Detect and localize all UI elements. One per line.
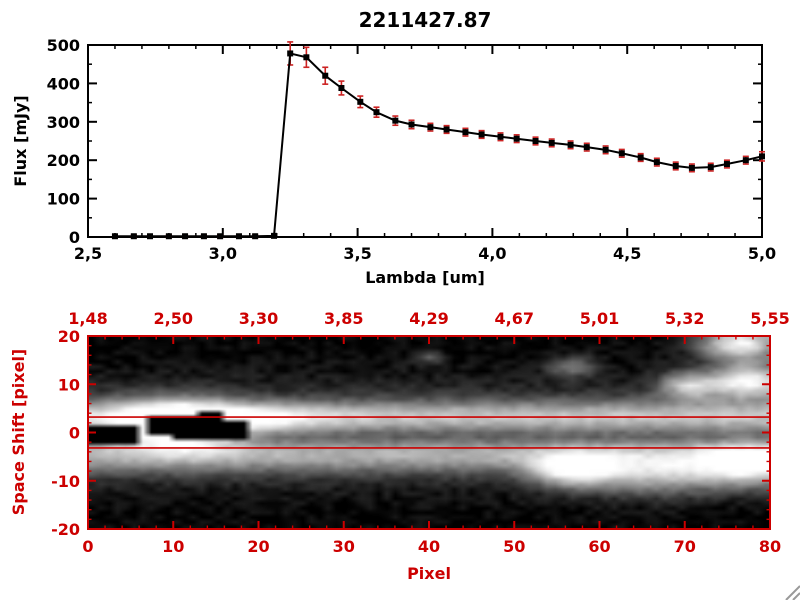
x-axis-label: Lambda [um] (365, 268, 485, 287)
spectral-image (88, 336, 770, 529)
data-point (513, 135, 520, 142)
data-point (653, 159, 660, 166)
wavelength-label: 3,85 (324, 309, 363, 328)
data-point (322, 72, 329, 79)
data-point (392, 117, 399, 124)
data-point (462, 129, 469, 136)
data-point (303, 54, 310, 61)
tick-label: 5,0 (748, 244, 776, 263)
tick-label: 200 (47, 151, 80, 170)
data-point (111, 233, 118, 240)
wavelength-label: 3,30 (239, 309, 278, 328)
tick-label: 20 (58, 327, 80, 346)
data-point (618, 150, 625, 157)
x-axis-label: Pixel (407, 564, 451, 583)
wavelength-label: 1,48 (68, 309, 107, 328)
tick-label: 400 (47, 74, 80, 93)
data-point (497, 133, 504, 140)
wavelength-label: 5,32 (665, 309, 704, 328)
tick-label: 3,0 (209, 244, 237, 263)
y-axis-label: Flux [mJy] (11, 95, 30, 186)
tick-label: 0 (69, 424, 80, 443)
spectrum-plot: 2,5 3,0 3,5 4,0 4,5 5,0 Lambda [um] 0 100 200 300 4… (11, 36, 776, 287)
gripper-line (785, 585, 800, 600)
y-axis-label: Space Shift [pixel] (9, 349, 28, 515)
tick-label: 50 (503, 537, 525, 556)
data-point (182, 233, 189, 240)
tick-label: 100 (47, 190, 80, 209)
data-point (373, 109, 380, 116)
data-point (147, 233, 154, 240)
data-point (602, 146, 609, 153)
tick-label: 0 (69, 228, 80, 247)
wavelength-label: 2,50 (154, 309, 193, 328)
data-point (672, 162, 679, 169)
wavelength-label: 5,01 (580, 309, 619, 328)
data-point (742, 157, 749, 164)
tick-label: 4,5 (613, 244, 641, 263)
wavelength-label: 4,67 (495, 309, 534, 328)
data-point (200, 233, 207, 240)
tick-label: 4,0 (478, 244, 506, 263)
data-point (532, 138, 539, 144)
data-point (217, 233, 224, 240)
tick-label: 10 (58, 375, 80, 394)
data-point (723, 161, 730, 168)
data-point (130, 233, 137, 240)
tick-label: 0 (82, 537, 93, 556)
wavelength-label: 5,55 (750, 309, 789, 328)
data-point (165, 233, 172, 240)
tick-label: 300 (47, 113, 80, 132)
data-point (478, 131, 485, 138)
data-point (707, 164, 714, 171)
data-point (637, 154, 644, 161)
data-point (759, 153, 765, 160)
data-point (271, 232, 278, 239)
tick-label: 500 (47, 36, 80, 55)
tick-label: 40 (418, 537, 440, 556)
tick-label: 30 (333, 537, 355, 556)
spectrum-title: 2211427.87 (358, 8, 492, 32)
tick-label: 10 (162, 537, 184, 556)
tick-label: -20 (51, 520, 80, 539)
data-point (287, 50, 294, 57)
tick-label: 60 (588, 537, 610, 556)
tick-label: 2,5 (74, 244, 102, 263)
wavelength-label: 4,29 (409, 309, 448, 328)
tick-label: -10 (51, 472, 80, 491)
tick-label: 20 (247, 537, 269, 556)
data-point (443, 126, 450, 133)
data-point (252, 233, 259, 240)
data-point (338, 85, 345, 92)
data-point (235, 233, 242, 240)
data-point (567, 141, 574, 148)
data-point (548, 139, 555, 146)
tick-label: 3,5 (343, 244, 371, 263)
data-point (408, 121, 415, 128)
data-point (427, 124, 434, 131)
data-point (583, 144, 590, 151)
tick-label: 80 (759, 537, 781, 556)
data-point (688, 164, 695, 171)
gripper-line (792, 592, 800, 600)
tick-label: 70 (674, 537, 696, 556)
data-point (357, 98, 364, 105)
